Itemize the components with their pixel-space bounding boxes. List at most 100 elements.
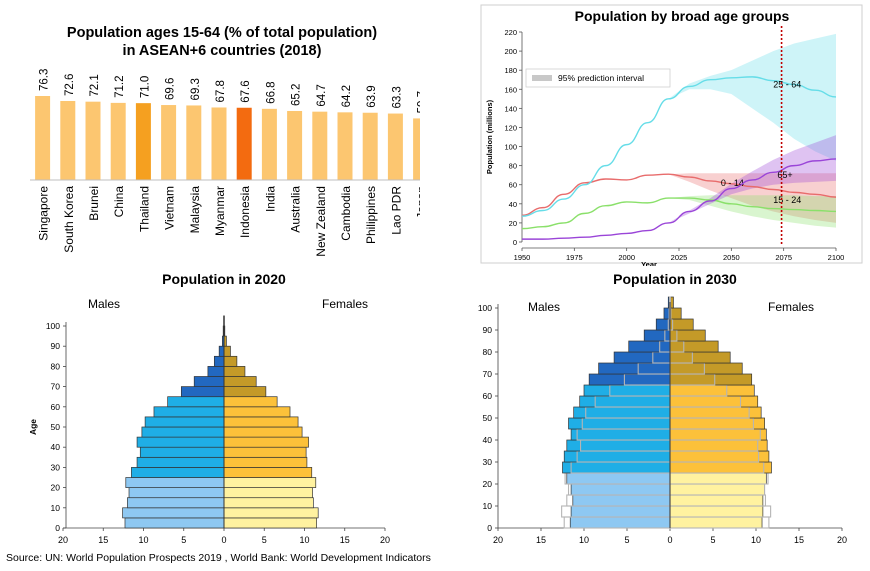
male-bar-45-49 <box>141 426 225 438</box>
value-label-south-korea: 72.6 <box>64 74 76 96</box>
male-bar-35-39 <box>566 439 671 452</box>
female-bar-85-89 <box>669 329 706 342</box>
category-label-indonesia: Indonesia <box>238 186 252 238</box>
female-bar-35-39 <box>223 446 307 458</box>
x-tick-label: 2100 <box>828 253 845 262</box>
pyramid-y-tick-label: 90 <box>483 325 493 335</box>
bar-chart-title: Population ages 15-64 (% of total popula… <box>67 25 377 41</box>
pyramid-x-tick-label: 10 <box>138 535 148 545</box>
y-tick-label: 180 <box>504 66 517 75</box>
bar-myanmar <box>211 107 227 180</box>
female-bar-80-84 <box>669 340 719 353</box>
value-label-singapore: 76.3 <box>39 69 51 91</box>
value-label-china: 71.2 <box>114 75 126 97</box>
male-bar-40-44 <box>136 436 225 448</box>
pyramid-x-tick-label: 20 <box>493 535 503 545</box>
female-bar-75-79 <box>669 351 731 364</box>
male-bar-15-19 <box>128 487 225 499</box>
female-bar-10-14 <box>223 497 314 509</box>
pyramid-x-tick-label: 15 <box>794 535 804 545</box>
series-label: 25 - 64 <box>773 80 801 90</box>
male-bar-10-14 <box>572 494 671 507</box>
female-bar-5-9 <box>669 505 764 518</box>
pyramid-x-tick-label: 0 <box>667 535 672 545</box>
male-bar-30-34 <box>136 456 225 468</box>
y-tick-label: 20 <box>509 219 517 228</box>
pyramid-x-tick-label: 5 <box>181 535 186 545</box>
male-bar-65-69 <box>588 373 671 386</box>
pyramid-2020: Population in 2020 20 15 10 5 0 5 10 15 20010203… <box>28 271 390 545</box>
female-bar-55-59 <box>223 406 291 418</box>
value-label-lao-pdr: 63.3 <box>391 86 403 108</box>
category-label-singapore: Singapore <box>37 186 51 241</box>
y-tick-label: 60 <box>509 181 517 190</box>
male-bar-35-39 <box>139 446 225 458</box>
pyramid-x-tick-label: 15 <box>340 535 350 545</box>
female-bar-45-49 <box>223 426 303 438</box>
male-bar-45-49 <box>568 417 671 430</box>
x-tick-label: 2025 <box>671 253 688 262</box>
male-bar-50-54 <box>573 406 671 419</box>
line-chart-broad-age-groups: Population by broad age groups 0 20 40 60 80… <box>480 4 863 266</box>
pyramid-y-tick-label: 60 <box>483 391 493 401</box>
pyramid-2020-title: Population in 2020 <box>162 271 286 287</box>
pyramid-x-tick-label: 20 <box>380 535 390 545</box>
females-label: Females <box>322 297 368 311</box>
female-bar-60-64 <box>669 384 755 397</box>
male-bar-80-84 <box>628 340 671 353</box>
legend-swatch <box>532 75 552 81</box>
male-bar-5-9 <box>570 505 671 518</box>
bar-malaysia <box>186 105 202 180</box>
bar-cambodia <box>337 112 353 180</box>
category-label-brunei: Brunei <box>87 186 101 221</box>
bar-chart-subtitle: in ASEAN+6 countries (2018) <box>123 43 322 59</box>
value-label-australia: 65.2 <box>291 84 303 106</box>
male-bar-20-24 <box>125 477 225 488</box>
bar-india <box>261 108 277 180</box>
y-tick-label: 120 <box>504 123 517 132</box>
bar-indonesia <box>236 107 252 180</box>
pyramid-y-tick-label: 100 <box>46 321 60 331</box>
bar-china <box>110 102 126 180</box>
male-bar-20-24 <box>566 472 671 485</box>
pyramid-y-tick-label: 20 <box>483 479 493 489</box>
bar-thailand <box>135 103 151 180</box>
prediction-band-1 <box>668 195 836 228</box>
male-bar-50-54 <box>144 416 225 428</box>
series-label: 15 - 24 <box>773 195 801 205</box>
prediction-band-0 <box>668 173 836 223</box>
pyramid-2030: Population in 2030 20 15 10 5 0 5 10 15 20010203… <box>478 271 847 545</box>
y-tick-label: 140 <box>504 104 517 113</box>
value-label-vietnam: 69.6 <box>165 78 177 100</box>
female-bar-75-79 <box>223 366 246 377</box>
prediction-band-2 <box>668 33 836 161</box>
male-bar-70-74 <box>193 376 225 387</box>
pyramid-y-tick-label: 70 <box>483 369 493 379</box>
male-bar-25-29 <box>131 467 225 478</box>
pyramid-y-tick-label: 10 <box>51 503 61 513</box>
female-bar-30-34 <box>223 456 308 468</box>
pyramid-y-tick-label: 80 <box>51 361 61 371</box>
pyramid-x-tick-label: 10 <box>579 535 589 545</box>
pyramid-y-tick-label: 50 <box>483 413 493 423</box>
female-bar-60-64 <box>223 396 278 408</box>
bar-brunei <box>85 101 101 180</box>
pyramid-y-tick-label: 70 <box>51 382 61 392</box>
female-bar-80-84 <box>223 355 238 367</box>
female-bar-20-24 <box>223 477 317 488</box>
y-tick-label: 0 <box>513 238 517 247</box>
y-tick-label: 40 <box>509 200 517 209</box>
value-label-myanmar: 67.8 <box>215 80 227 102</box>
female-bar-0-4 <box>669 516 763 529</box>
series-line-014 <box>521 173 837 216</box>
value-label-new-zealand: 64.7 <box>316 84 328 106</box>
female-bar-95-99 <box>669 307 682 320</box>
category-label-india: India <box>263 186 277 212</box>
line-chart-title: Population by broad age groups <box>575 8 790 24</box>
female-bar-30-34 <box>669 450 770 463</box>
pyramid-x-tick-label: 10 <box>299 535 309 545</box>
male-bar-80-84 <box>213 355 225 367</box>
pyramid-y-tick-label: 40 <box>483 435 493 445</box>
x-tick-label: 1975 <box>566 253 583 262</box>
pyramid-x-tick-label: 0 <box>221 535 226 545</box>
